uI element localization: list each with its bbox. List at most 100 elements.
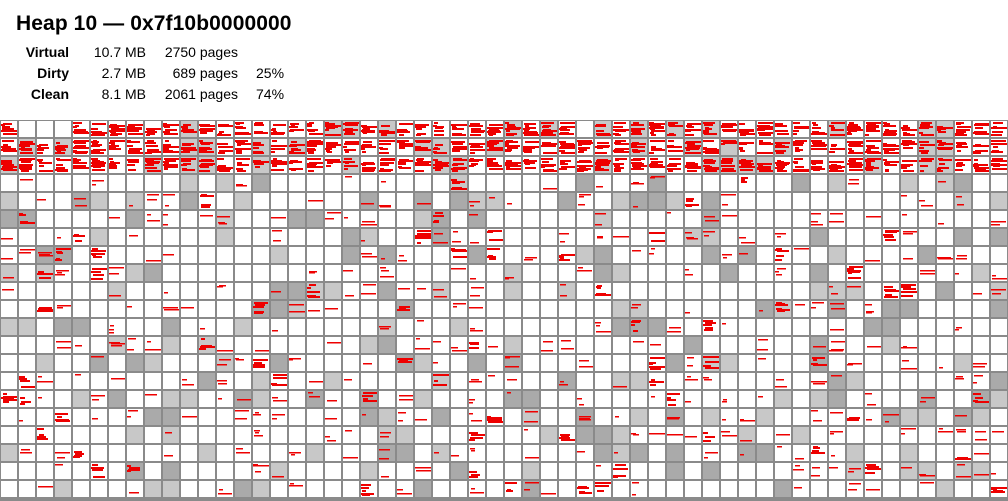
dirty-page-mark: [326, 127, 335, 129]
dirty-page-mark: [1, 130, 17, 132]
page-block: [307, 373, 323, 389]
page-block-fill: [1, 445, 17, 461]
page-block: [307, 193, 323, 209]
dirty-page-mark: [451, 188, 467, 190]
dirty-page-mark: [219, 223, 227, 225]
dirty-page-mark: [326, 134, 341, 136]
page-block-fill: [883, 355, 899, 371]
dirty-page-mark: [218, 134, 231, 136]
dirty-page-mark: [469, 432, 478, 434]
dirty-page-mark: [217, 380, 227, 382]
dirty-page-mark: [919, 150, 929, 152]
page-block: [523, 265, 539, 281]
dirty-page-mark: [613, 476, 618, 478]
page-block: [577, 409, 593, 425]
dirty-page-mark: [433, 341, 441, 343]
page-block: [127, 211, 143, 227]
page-block-fill: [793, 211, 809, 227]
dirty-page-mark: [218, 383, 227, 385]
dirty-page-mark: [704, 131, 709, 133]
page-block: [595, 391, 611, 407]
page-block-fill: [649, 319, 665, 335]
page-block: [235, 337, 251, 353]
page-block: [901, 409, 917, 425]
page-block-fill: [451, 193, 467, 209]
page-block-fill: [775, 481, 791, 497]
dirty-page-mark: [435, 212, 443, 214]
dirty-page-mark: [255, 304, 265, 306]
page-block-fill: [397, 409, 413, 425]
dirty-page-mark: [741, 133, 755, 135]
page-block: [613, 355, 629, 371]
page-block-fill: [523, 355, 539, 371]
dirty-page-mark: [163, 254, 174, 256]
dirty-page-mark: [903, 231, 917, 233]
page-block-fill: [127, 211, 143, 227]
page-block: [397, 391, 413, 407]
page-block-fill: [703, 463, 719, 479]
page-block-fill: [955, 265, 971, 281]
dirty-page-mark: [541, 493, 556, 495]
page-block: [757, 427, 773, 443]
dirty-page-mark: [903, 288, 916, 290]
page-block-fill: [829, 265, 845, 281]
page-block: [289, 265, 305, 281]
dirty-page-mark: [866, 311, 874, 313]
dirty-page-mark: [829, 125, 834, 127]
page-block-fill: [883, 247, 899, 263]
dirty-page-mark: [667, 399, 673, 401]
page-block-fill: [91, 481, 107, 497]
dirty-page-mark: [236, 152, 242, 154]
page-block-fill: [775, 463, 791, 479]
dirty-page-mark: [453, 303, 466, 305]
dirty-page-mark: [433, 159, 438, 161]
page-block: [667, 247, 683, 263]
page-block-fill: [217, 409, 233, 425]
page-block-fill: [721, 319, 737, 335]
page-block-fill: [91, 283, 107, 299]
page-block: [397, 337, 413, 353]
page-block: [361, 445, 377, 461]
page-block: [217, 229, 233, 245]
dirty-page-mark: [956, 429, 966, 431]
page-block: [163, 157, 179, 173]
page-block-fill: [577, 265, 593, 281]
dirty-page-mark: [902, 214, 907, 216]
dirty-page-mark: [470, 330, 483, 332]
page-block: [289, 175, 305, 191]
dirty-page-mark: [3, 396, 17, 398]
dirty-page-mark: [145, 131, 153, 133]
page-block-fill: [739, 463, 755, 479]
page-block: [613, 445, 629, 461]
dirty-page-mark: [685, 129, 701, 131]
dirty-page-mark: [307, 145, 317, 147]
page-block: [91, 355, 107, 371]
page-block: [523, 211, 539, 227]
page-block: [631, 247, 647, 263]
page-block: [109, 211, 125, 227]
dirty-page-mark: [21, 386, 35, 388]
page-block-fill: [901, 463, 917, 479]
page-block: [955, 427, 971, 443]
page-block-fill: [919, 409, 935, 425]
page-block-fill: [595, 463, 611, 479]
page-block-fill: [793, 445, 809, 461]
dirty-page-mark: [452, 134, 463, 136]
page-block-fill: [973, 481, 989, 497]
page-block-fill: [505, 427, 521, 443]
page-block-fill: [235, 463, 251, 479]
page-block: [415, 391, 431, 407]
page-block: [955, 193, 971, 209]
page-block-fill: [1, 409, 17, 425]
page-block: [271, 265, 287, 281]
page-block-fill: [55, 481, 71, 497]
page-block: [487, 301, 503, 317]
dirty-page-mark: [687, 143, 695, 145]
dirty-page-mark: [831, 329, 841, 331]
page-block-fill: [685, 337, 701, 353]
dirty-page-mark: [901, 467, 912, 469]
page-block: [613, 175, 629, 191]
dirty-page-mark: [273, 158, 277, 160]
page-block-fill: [217, 319, 233, 335]
dirty-page-mark: [776, 274, 782, 276]
